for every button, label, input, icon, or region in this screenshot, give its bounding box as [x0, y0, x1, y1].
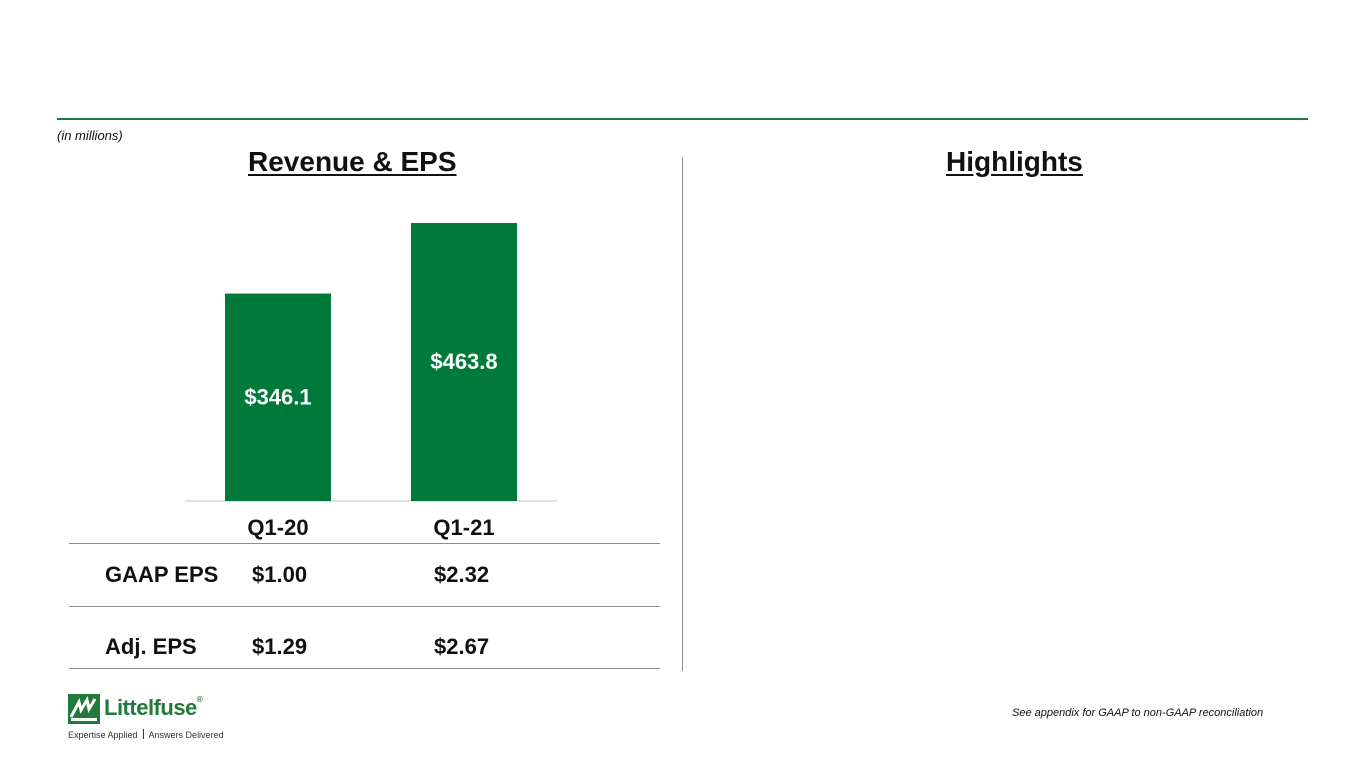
gaap-eps-q1-21: $2.32: [434, 562, 490, 587]
category-label-q1-20: Q1-20: [247, 515, 309, 540]
logo-wordmark: Littelfuse®: [104, 695, 203, 721]
littelfuse-logo-icon: [68, 694, 100, 724]
logo-wordmark-text: Littelfuse: [104, 695, 197, 720]
littelfuse-logo: Littelfuse® Expertise Applied Answers Del…: [68, 694, 228, 744]
adj-eps-q1-20: $1.29: [252, 634, 308, 659]
gaap-eps-label: GAAP EPS: [105, 562, 219, 587]
table-rule-top: [69, 543, 660, 544]
logo-registered-mark: ®: [196, 695, 203, 704]
revenue-bar-chart: $346.1 $463.8: [185, 223, 557, 502]
bar-value-label-q1-21: $463.8: [430, 349, 497, 374]
adj-eps-label: Adj. EPS: [105, 634, 197, 659]
tagline-left: Expertise Applied: [68, 730, 138, 740]
units-note: (in millions): [57, 128, 123, 143]
bar-value-label-q1-20: $346.1: [244, 384, 311, 409]
column-divider: [682, 157, 683, 671]
adj-eps-q1-21: $2.67: [434, 634, 490, 659]
category-label-q1-21: Q1-21: [433, 515, 495, 540]
table-rule-middle: [69, 606, 660, 607]
chart-title: Revenue & EPS: [248, 146, 457, 177]
bar-q1-20: [225, 293, 331, 501]
gaap-footnote: See appendix for GAAP to non-GAAP reconc…: [1012, 707, 1264, 719]
tagline-right: Answers Delivered: [148, 730, 224, 740]
gaap-eps-q1-20: $1.00: [252, 562, 308, 587]
header-rule: [57, 118, 1308, 120]
table-rule-bottom: [69, 668, 660, 669]
tagline-separator: [142, 729, 144, 739]
logo-tagline: Expertise Applied Answers Delivered: [68, 729, 224, 740]
bar-q1-21: [411, 223, 517, 501]
highlights-title: Highlights: [946, 146, 1083, 177]
